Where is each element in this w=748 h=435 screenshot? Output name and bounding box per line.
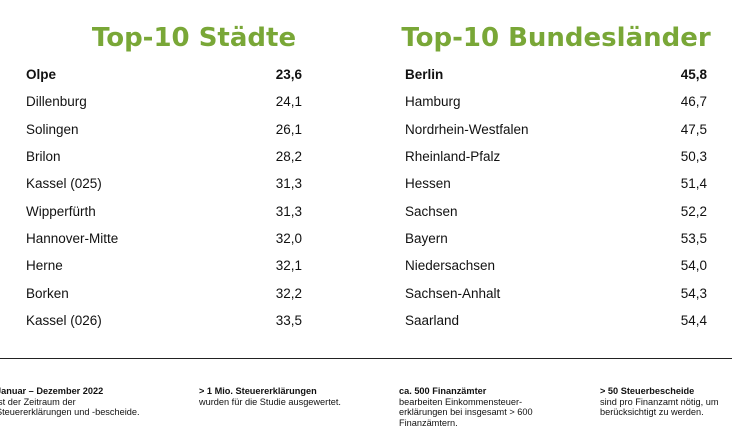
row-name: Niedersachsen [405, 258, 496, 274]
row-value: 23,6 [275, 67, 302, 83]
row-name: Berlin [405, 67, 444, 83]
table-row: Nordrhein-Westfalen 47,5 [405, 116, 707, 143]
table-row: Kassel (025) 31,3 [26, 170, 302, 197]
row-value: 31,3 [275, 203, 302, 219]
row-name: Bayern [405, 230, 448, 246]
row-name: Kassel (025) [26, 176, 102, 192]
footer-note-title: ca. 500 Finanzämter [399, 386, 487, 396]
row-value: 54,4 [680, 312, 707, 328]
footer-note-zeitraum: Januar – Dezember 2022 ist der Zeitraum … [0, 386, 140, 418]
table-row: Herne 32,1 [26, 252, 302, 279]
table-row: Hessen 51,4 [405, 170, 707, 197]
staedte-heading: Top-10 Städte [91, 23, 297, 53]
footer-note-line: berücksichtigt zu werden. [600, 407, 704, 417]
footer-note-steuererklaerungen: > 1 Mio. Steuererklärungen wurden für di… [199, 386, 341, 407]
table-row: Niedersachsen 54,0 [405, 252, 707, 279]
row-name: Hamburg [405, 94, 461, 110]
row-name: Rheinland-Pfalz [405, 149, 501, 165]
row-value: 51,4 [680, 176, 707, 192]
footer-note-line: bearbeiten Einkommensteuer- [399, 396, 523, 407]
staedte-table: Olpe 23,6 Dillenburg 24,1 Solingen 26,1 Bri… [26, 61, 302, 334]
table-row: Hannover-Mitte 32,0 [26, 225, 302, 252]
row-value: 47,5 [680, 121, 707, 137]
footer-note-line: wurden für die Studie ausgewertet. [199, 396, 341, 407]
row-value: 31,3 [275, 176, 302, 192]
row-name: Solingen [26, 121, 79, 137]
row-name: Sachsen-Anhalt [405, 285, 501, 301]
row-name: Hannover-Mitte [26, 230, 119, 246]
top-staedte-section: Top-10 Städte Olpe 23,6 Dillenburg 24,1 So… [26, 20, 302, 334]
row-value: 32,2 [275, 285, 302, 301]
row-name: Dillenburg [26, 94, 87, 110]
row-name: Wipperfürth [26, 203, 96, 219]
footer-note-steuerbescheide: > 50 Steuerbescheide sind pro Finanzamt … [600, 386, 718, 418]
footer-note-line: Finanzämtern. [399, 417, 458, 428]
footer-note-line: erklärungen bei insgesamt > 600 [399, 407, 533, 417]
footer-note-title: > 1 Mio. Steuererklärungen [199, 386, 317, 396]
row-value: 53,5 [680, 230, 707, 246]
row-value: 50,3 [680, 149, 707, 165]
row-name: Herne [26, 258, 63, 274]
row-name: Kassel (026) [26, 312, 102, 328]
row-value: 33,5 [275, 312, 302, 328]
table-row: Kassel (026) 33,5 [26, 307, 302, 334]
footer-note-title: > 50 Steuerbescheide [600, 386, 695, 396]
table-row: Berlin 45,8 [405, 61, 707, 88]
table-row: Sachsen 52,2 [405, 197, 707, 224]
table-row: Dillenburg 24,1 [26, 88, 302, 115]
row-value: 28,2 [275, 149, 302, 165]
table-row: Wipperfürth 31,3 [26, 197, 302, 224]
row-value: 32,0 [275, 230, 302, 246]
table-row: Solingen 26,1 [26, 116, 302, 143]
table-row: Bayern 53,5 [405, 225, 707, 252]
row-value: 52,2 [680, 203, 707, 219]
section-divider [0, 358, 732, 359]
row-value: 26,1 [275, 121, 302, 137]
row-value: 54,3 [680, 285, 707, 301]
footer-note-line: ist der Zeitraum der [0, 396, 76, 407]
footer-note-finanzaemter: ca. 500 Finanzämter bearbeiten Einkommen… [399, 386, 533, 428]
row-value: 24,1 [275, 94, 302, 110]
row-name: Brilon [26, 149, 61, 165]
footer-note-title: Januar – Dezember 2022 [0, 386, 104, 396]
row-value: 45,8 [680, 67, 707, 83]
table-row: Olpe 23,6 [26, 61, 302, 88]
row-name: Saarland [405, 312, 460, 328]
row-value: 46,7 [680, 94, 707, 110]
footer-note-line: Steuererklärungen und -bescheide. [0, 407, 140, 417]
row-value: 54,0 [680, 258, 707, 274]
row-value: 32,1 [275, 258, 302, 274]
row-name: Nordrhein-Westfalen [405, 121, 529, 137]
bundeslaender-table: Berlin 45,8 Hamburg 46,7 Nordrhein-Westfal… [405, 61, 707, 334]
table-row: Hamburg 46,7 [405, 88, 707, 115]
table-row: Borken 32,2 [26, 279, 302, 306]
row-name: Olpe [26, 67, 57, 83]
table-row: Brilon 28,2 [26, 143, 302, 170]
row-name: Borken [26, 285, 69, 301]
top-bundeslaender-section: Top-10 Bundesländer Berlin 45,8 Hamburg 46… [401, 20, 710, 334]
row-name: Hessen [405, 176, 451, 192]
row-name: Sachsen [405, 203, 458, 219]
table-row: Saarland 54,4 [405, 307, 707, 334]
table-row: Sachsen-Anhalt 54,3 [405, 279, 707, 306]
table-row: Rheinland-Pfalz 50,3 [405, 143, 707, 170]
footer-note-line: sind pro Finanzamt nötig, um [600, 396, 719, 407]
bundeslaender-heading: Top-10 Bundesländer [401, 23, 711, 53]
